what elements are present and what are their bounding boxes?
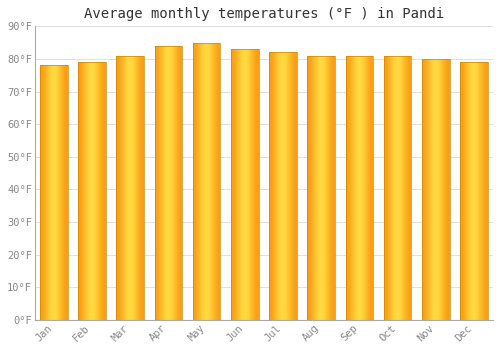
Bar	[384, 56, 411, 320]
Bar	[308, 56, 335, 320]
Bar	[422, 59, 450, 320]
Bar	[116, 56, 144, 320]
Bar	[78, 62, 106, 320]
Bar	[231, 49, 258, 320]
Bar	[40, 65, 68, 320]
Bar	[460, 62, 487, 320]
Bar	[269, 52, 296, 320]
Bar	[154, 46, 182, 320]
Bar	[193, 43, 220, 320]
Title: Average monthly temperatures (°F ) in Pandi: Average monthly temperatures (°F ) in Pa…	[84, 7, 444, 21]
Bar	[346, 56, 373, 320]
